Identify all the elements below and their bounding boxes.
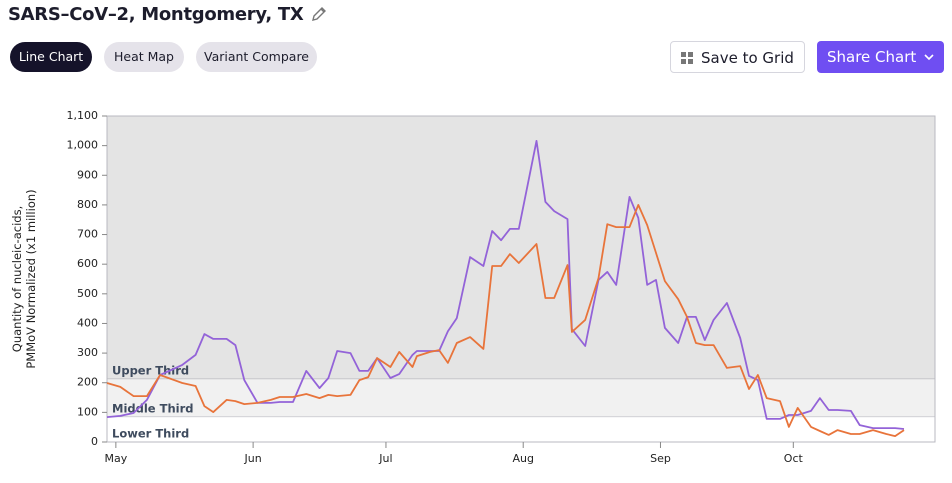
y-tick-label: 1,100 [67, 109, 99, 122]
x-tick-label: Sep [650, 452, 671, 465]
x-tick-label: May [104, 452, 127, 465]
share-button[interactable]: Share Chart [817, 41, 944, 73]
x-tick-label: Jun [244, 452, 262, 465]
y-tick-label: 300 [77, 346, 98, 359]
y-tick-label: 700 [77, 228, 98, 241]
y-tick-label: 1,000 [67, 139, 99, 152]
y-tick-label: 800 [77, 198, 98, 211]
series-line [106, 204, 905, 437]
tab[interactable]: Heat Map [104, 42, 184, 72]
y-tick-label: 900 [77, 168, 98, 181]
y-axis-title: Quantity of nucleic-acids,PMMoV Normaliz… [10, 189, 38, 368]
band [107, 116, 935, 380]
plot-frame [106, 115, 936, 443]
band-label: Lower Third [112, 427, 189, 441]
edit-icon[interactable] [310, 5, 328, 23]
page-title: SARS–CoV–2, Montgomery, TX [8, 4, 304, 25]
chart: Upper Third Middle Third Lower Third 0 100 20… [10, 109, 936, 465]
chevron-icon [924, 54, 934, 61]
series-line [106, 140, 905, 430]
x-tick-label: Oct [784, 452, 804, 465]
save-button[interactable]: Save to Grid [670, 41, 805, 73]
grid-icon [681, 52, 693, 64]
tab[interactable]: Variant Compare [196, 42, 317, 72]
band-label: Middle Third [112, 402, 193, 416]
y-axis-title-line: Quantity of nucleic-acids, [10, 206, 24, 352]
y-tick-label: 500 [77, 287, 98, 300]
band [107, 417, 935, 442]
button-label: Share Chart [827, 48, 917, 66]
tab[interactable]: Line Chart [10, 42, 92, 72]
y-tick-label: 600 [77, 257, 98, 270]
y-axis-title-line: PMMoV Normalized (x1 million) [24, 189, 38, 368]
button-label: Save to Grid [701, 49, 794, 67]
x-tick-label: Jul [378, 452, 392, 465]
y-tick-label: 400 [77, 316, 98, 329]
band-label: Upper Third [112, 364, 189, 378]
y-tick-label: 100 [77, 405, 98, 418]
y-tick-label: 0 [91, 435, 98, 448]
x-tick-label: Aug [512, 452, 533, 465]
y-tick-label: 200 [77, 376, 98, 389]
